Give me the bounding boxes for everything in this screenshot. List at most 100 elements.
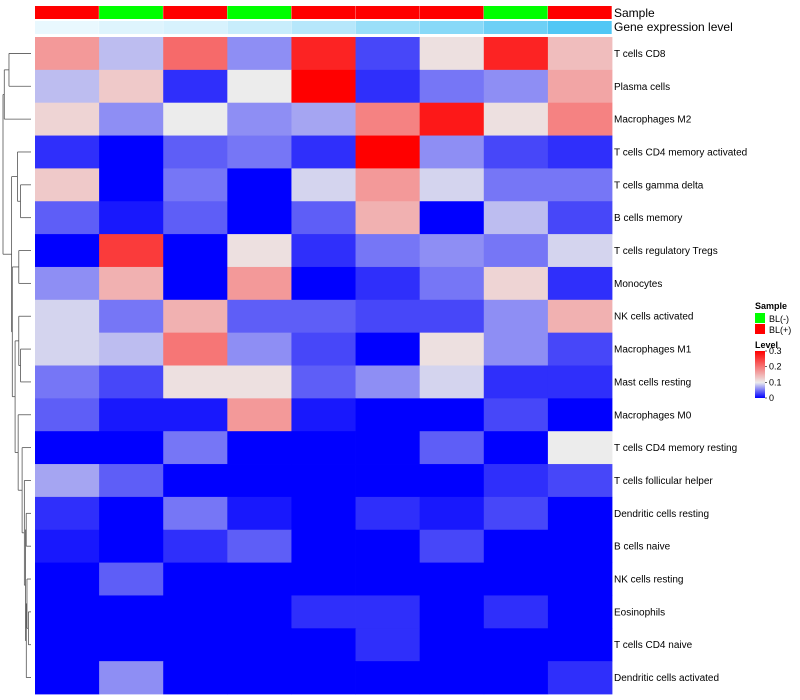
heatmap-cell xyxy=(227,299,292,334)
sample-annotation-cell xyxy=(547,6,612,19)
heatmap-cell xyxy=(419,201,485,235)
level-legend-ticks: 0 0.1 0.2 0.3 xyxy=(765,346,782,403)
heatmap-cell xyxy=(291,299,356,334)
heatmap-cell xyxy=(35,431,100,465)
heatmap-cell xyxy=(547,135,613,169)
heatmap-cell xyxy=(355,365,421,399)
heatmap-cell xyxy=(419,496,485,531)
row-label: Dendritic cells activated xyxy=(614,673,719,684)
row-label: B cells naive xyxy=(614,542,671,553)
heatmap-cell xyxy=(163,431,228,465)
heatmap-cell xyxy=(227,69,292,104)
heatmap-cell xyxy=(163,37,228,71)
heatmap-cell xyxy=(547,562,613,596)
sample-legend-swatch-bl-pos xyxy=(755,324,765,334)
heatmap-cell xyxy=(547,266,613,301)
heatmap-cell xyxy=(291,595,356,629)
level-legend-tick-label: 0 xyxy=(769,393,774,403)
heatmap-cell xyxy=(291,69,356,104)
heatmap-cell xyxy=(419,628,485,662)
sample-annotation-cell xyxy=(419,6,484,19)
gene-expression-annotation-cell xyxy=(35,21,99,34)
heatmap-cell xyxy=(227,529,292,563)
heatmap-cell xyxy=(99,201,164,235)
row-label: T cells CD8 xyxy=(614,49,666,60)
heatmap-cell xyxy=(227,398,292,432)
heatmap-cell xyxy=(483,332,549,366)
heatmap-cell xyxy=(355,595,421,629)
heatmap-cell xyxy=(35,234,100,268)
heatmap-cell xyxy=(355,529,421,563)
heatmap-cell xyxy=(35,464,100,498)
row-label: Eosinophils xyxy=(614,607,665,618)
heatmap-cell xyxy=(163,234,228,268)
heatmap-cell xyxy=(547,398,613,432)
heatmap-cell xyxy=(163,135,228,169)
heatmap-cell xyxy=(99,234,164,268)
heatmap-cell xyxy=(291,37,356,71)
heatmap-cell xyxy=(483,69,549,104)
heatmap-cell xyxy=(291,562,356,596)
heatmap-cell xyxy=(99,562,164,596)
heatmap-cell xyxy=(35,332,100,366)
heatmap-cell xyxy=(35,168,100,202)
heatmap-cell xyxy=(227,135,292,169)
heatmap-cell xyxy=(163,398,228,432)
heatmap-cell xyxy=(163,266,228,301)
row-label: T cells gamma delta xyxy=(614,180,704,191)
heatmap-cell xyxy=(355,661,421,695)
heatmap-cell xyxy=(483,628,549,662)
heatmap-cell xyxy=(355,266,421,301)
gene-expression-annotation-label: Gene expression level xyxy=(614,20,733,34)
heatmap-cell xyxy=(547,496,613,531)
sample-legend-label-bl-neg: BL(-) xyxy=(769,314,789,324)
heatmap-cell xyxy=(227,496,292,531)
heatmap-cell xyxy=(163,464,228,498)
heatmap-cell xyxy=(35,496,100,531)
row-labels: T cells CD8 Plasma cells Macrophages M2 T c… xyxy=(614,49,747,684)
row-label: T cells CD4 memory activated xyxy=(614,148,747,159)
sample-annotation-cell xyxy=(163,6,228,19)
heatmap-cell xyxy=(419,266,485,301)
sample-legend-swatch-bl-neg xyxy=(755,313,765,323)
heatmap-cell xyxy=(99,464,164,498)
row-label: Mast cells resting xyxy=(614,377,691,388)
heatmap-cell xyxy=(99,168,164,202)
heatmap-cell xyxy=(419,332,485,366)
heatmap-cell xyxy=(163,201,228,235)
row-label: B cells memory xyxy=(614,213,682,224)
sample-legend-label-bl-pos: BL(+) xyxy=(769,325,791,335)
heatmap-cell xyxy=(355,168,421,202)
heatmap-cell xyxy=(355,234,421,268)
heatmap-cell xyxy=(99,266,164,301)
heatmap-cell xyxy=(547,332,613,366)
heatmap-cell xyxy=(419,234,485,268)
heatmap-cell xyxy=(547,168,613,202)
heatmap-cell xyxy=(35,595,100,629)
heatmap-cell xyxy=(547,365,613,399)
heatmap-cell xyxy=(99,365,164,399)
heatmap-cell xyxy=(419,464,485,498)
heatmap-cell xyxy=(227,37,292,71)
heatmap-cell xyxy=(99,135,164,169)
gene-expression-annotation-cell xyxy=(419,21,484,34)
heatmap-cell xyxy=(291,628,356,662)
row-label: T cells regulatory Tregs xyxy=(614,246,718,257)
sample-annotation-bar xyxy=(35,6,612,19)
gene-expression-annotation-cell xyxy=(291,21,356,34)
heatmap-cell xyxy=(291,135,356,169)
gene-expression-annotation-cell xyxy=(99,21,163,34)
row-label: NK cells resting xyxy=(614,575,683,586)
sample-annotation-cell xyxy=(291,6,356,19)
heatmap-cell xyxy=(483,266,549,301)
heatmap-cell xyxy=(35,529,100,563)
heatmap-cell xyxy=(483,299,549,334)
level-legend-title: Level xyxy=(755,340,778,350)
heatmap-cell xyxy=(227,595,292,629)
heatmap-cell xyxy=(35,69,100,104)
gene-expression-annotation-cell xyxy=(483,21,548,34)
heatmap-cell xyxy=(227,365,292,399)
gene-expression-annotation-cell xyxy=(163,21,228,34)
heatmap-cell xyxy=(291,168,356,202)
heatmap-cell xyxy=(35,299,100,334)
